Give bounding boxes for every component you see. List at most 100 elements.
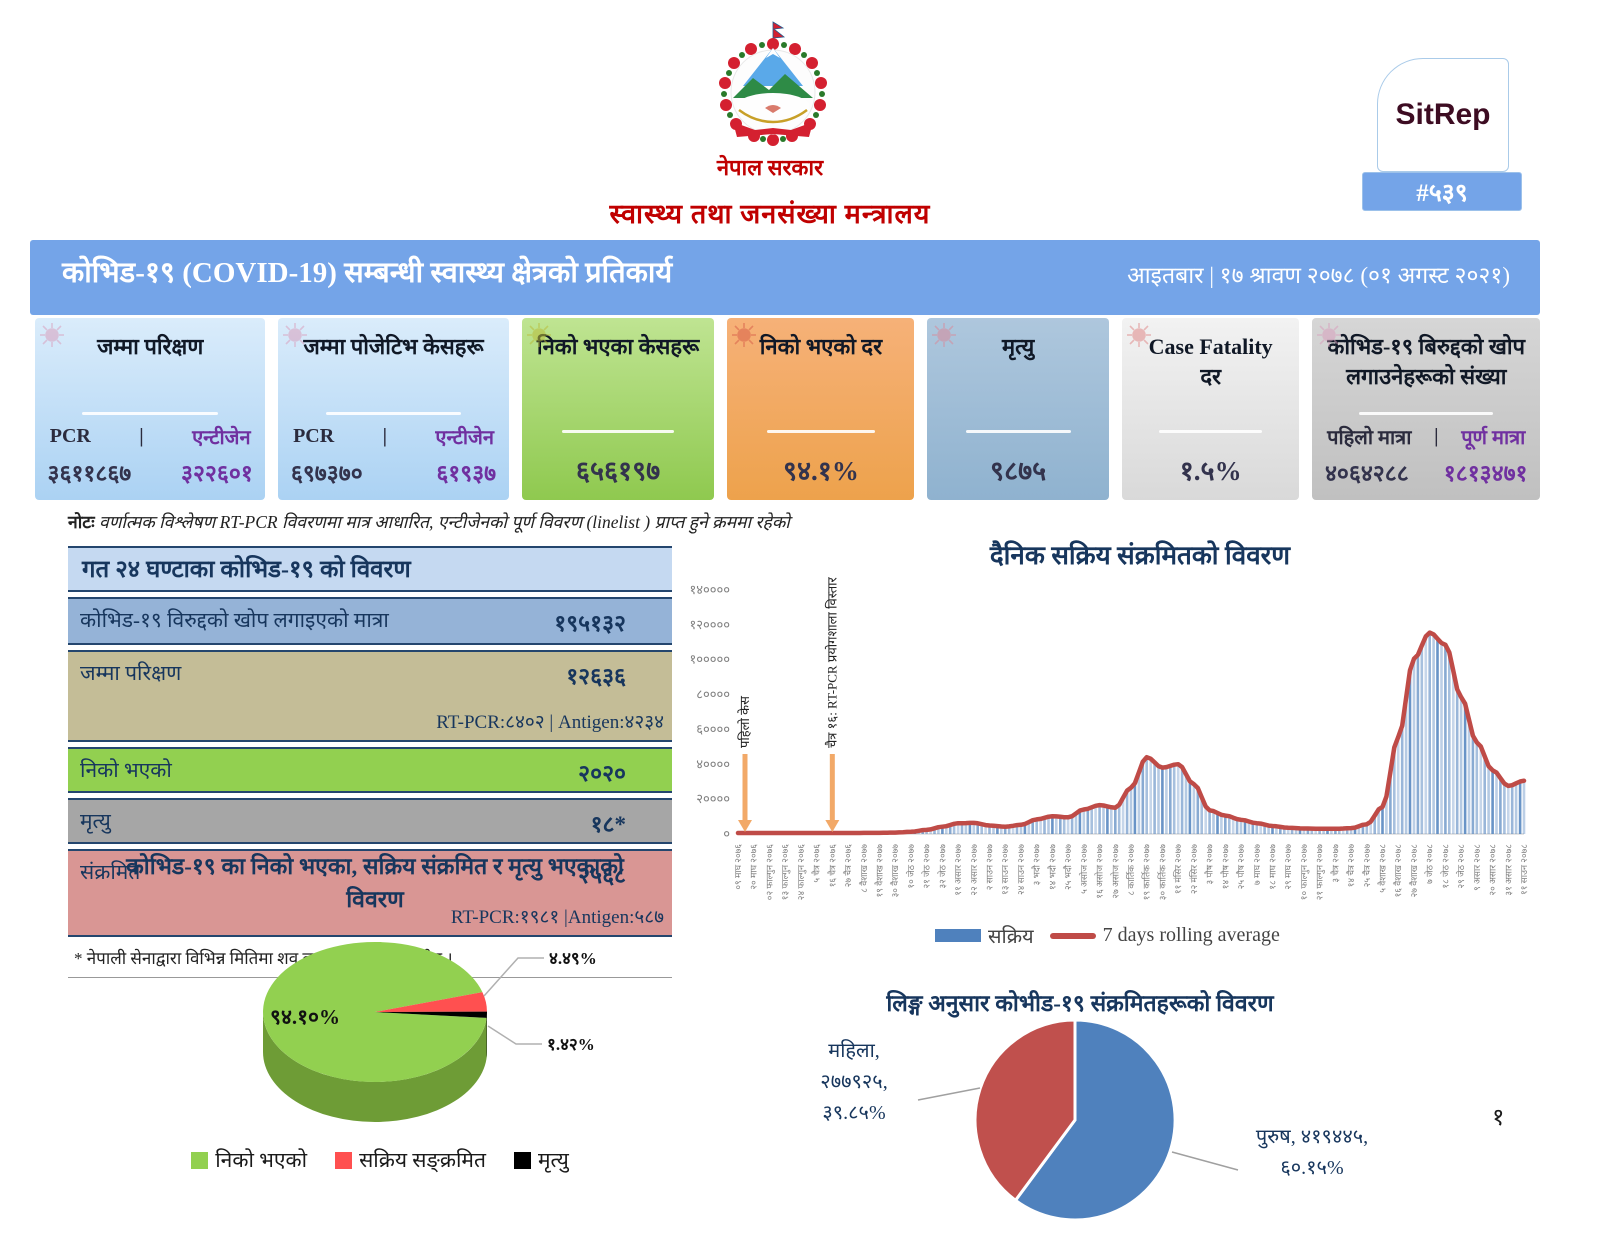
card-value: ९८७५ — [990, 456, 1047, 486]
svg-text:३० कार्तिक २०७७: ३० कार्तिक २०७७ — [1156, 844, 1167, 901]
legend-label: 7 days rolling average — [1102, 924, 1280, 946]
legend-label: सक्रिय सङ्क्रमित — [359, 1148, 486, 1172]
svg-text:१९ वैशाख २०७७: १९ वैशाख २०७७ — [873, 844, 884, 898]
svg-text:१६ चैत्र २०७६: १६ चैत्र २०७६ — [826, 844, 837, 888]
legend-label: मृत्यु — [537, 1148, 569, 1172]
svg-text:०९ माघ २०७६: ०९ माघ २०७६ — [733, 844, 743, 890]
female-label: महिला, — [828, 1040, 880, 1062]
gender-pie-chart — [790, 1016, 1360, 1236]
svg-text:२५ पौष २०७७: २५ पौष २०७७ — [1235, 844, 1246, 890]
virus-icon — [526, 323, 551, 347]
card-sub-separator: | — [1434, 425, 1439, 447]
svg-text:३ चैत्र २०७७: ३ चैत्र २०७७ — [1329, 844, 1340, 883]
note-text: वर्णात्मक विश्लेषण RT-PCR विवरणमा मात्र … — [98, 512, 790, 532]
svg-text:५ असोज २०७७: ५ असोज २०७७ — [1078, 844, 1089, 894]
svg-text:९ असार २०७८: ९ असार २०७८ — [1472, 844, 1482, 891]
daily-active-chart: ० २०००० ४०००० ६०००० ८०००० १००००० १२०००० १४०००० ०… — [688, 576, 1554, 953]
svg-text:१०००००: १००००० — [689, 652, 730, 667]
table-title: गत २४ घण्टाका कोभिड-१९ को विवरण — [68, 546, 672, 592]
status-pie-title: कोभिड-१९ का निको भएका, सक्रिय संक्रमित र… — [126, 854, 624, 913]
svg-text:९४.१०%: ९४.१०% — [270, 1005, 340, 1029]
svg-text:२७ असोज २०७७: २७ असोज २०७७ — [1109, 844, 1120, 899]
row-value: २५६८ — [578, 863, 626, 888]
card-value-right: ३२२६०१ — [181, 461, 253, 486]
card-divider — [562, 430, 675, 433]
card-sub-right: पूर्ण मात्रा — [1461, 427, 1526, 449]
stat-card-deaths: मृत्यु ९८७५ — [927, 318, 1109, 500]
svg-text:८ कार्तिक २०७७: ८ कार्तिक २०७७ — [1125, 844, 1136, 896]
svg-text:६००००: ६०००० — [696, 721, 730, 736]
svg-text:२० माघ २०७६: २० माघ २०७६ — [749, 844, 759, 890]
legend-label: सक्रिय — [988, 926, 1034, 948]
svg-text:२० असार २०७८: २० असार २०७८ — [1488, 844, 1498, 896]
svg-text:११ असार २०७७: ११ असार २०७७ — [953, 844, 963, 896]
report-banner — [30, 240, 1540, 315]
government-label: नेपाल सरकार — [716, 155, 824, 180]
stat-card-total-tests: जम्मा परिक्षण PCR | एन्टीजेन ३६११८६७ ३२२… — [35, 318, 266, 500]
svg-text:२१ फाल्गुन २०७७: २१ फाल्गुन २०७७ — [1315, 844, 1326, 901]
svg-text:चैत्र १६: RT-PCR प्रयोगशाला वि: चैत्र १६: RT-PCR प्रयोगशाला विस्तार — [824, 576, 839, 748]
legend-swatch-bar — [935, 929, 981, 942]
svg-text:३ भदौ २०७७: ३ भदौ २०७७ — [1031, 844, 1042, 886]
legend-swatch-line — [1049, 932, 1096, 939]
svg-text:२२ मंसिर २०७७: २२ मंसिर २०७७ — [1188, 844, 1199, 894]
stat-card-vaccinated: कोभिड-१९ बिरुद्दको खोप लगाउनेहरूको संख्य… — [1312, 318, 1540, 500]
svg-text:३१ असार २०७८: ३१ असार २०७८ — [1503, 844, 1513, 896]
virus-icon — [932, 323, 957, 347]
card-divider — [1159, 430, 1262, 433]
svg-text:२९ जेठ २०७८: २९ जेठ २०७८ — [1455, 844, 1466, 889]
stat-cards-row: जम्मा परिक्षण PCR | एन्टीजेन ३६११८६७ ३२२… — [35, 318, 1540, 500]
svg-text:५ वैशाख २०७८: ५ वैशाख २०७८ — [1377, 844, 1388, 893]
card-values: ६९७३७० ६१९३७ — [291, 456, 496, 488]
svg-text:२४ साउन २०७७: २४ साउन २०७७ — [1016, 844, 1026, 895]
male-label-count: पुरुष, ४१९४४५, — [1255, 1126, 1369, 1148]
card-value: १.५% — [1179, 456, 1242, 486]
svg-text:१४ पौष २०७७: १४ पौष २०७७ — [1219, 844, 1230, 890]
svg-text:४.४९%: ४.४९% — [549, 949, 597, 968]
svg-text:१९ कार्तिक २०७७: १९ कार्तिक २०७७ — [1141, 844, 1152, 901]
legend-swatch-black — [513, 1151, 531, 1169]
daily-chart-title: दैनिक सक्रिय संक्रमितको विवरण — [989, 541, 1291, 570]
sitrep-badge: SitRep — [1377, 58, 1509, 172]
card-sub-left: PCR — [293, 425, 335, 447]
legend-item-rolling-average: 7 days rolling average — [1049, 924, 1280, 947]
card-value-right: १८१३४७१ — [1443, 461, 1528, 486]
card-title: निको भएका केसहरू — [536, 334, 700, 359]
row-value: २०२० — [578, 761, 626, 786]
row-label: जम्मा परिक्षण — [80, 661, 182, 685]
table-row-tests: जम्मा परिक्षण १२६३६ RT-PCR:८४०२ | Antige… — [68, 650, 672, 742]
card-value-left: ३६११८६७ — [47, 461, 132, 486]
card-title: जम्मा परिक्षण — [97, 334, 204, 359]
svg-text:११ साउन २०७८: ११ साउन २०७८ — [1519, 844, 1529, 895]
table-row-vaccine: कोभिड-१९ विरुद्दको खोप लगाइएको मात्रा १९… — [68, 597, 672, 645]
svg-text:०: ० — [723, 826, 730, 841]
legend-item-active: सक्रिय सङ्क्रमित — [335, 1146, 486, 1174]
card-sub-separator: | — [139, 425, 144, 447]
female-callout: महिला, २७७९२५, ३९.८५% — [793, 1036, 915, 1129]
svg-text:२५ चैत्र २०७७: २५ चैत्र २०७७ — [1361, 844, 1372, 888]
stat-card-recovery-rate: निको भएको दर ९४.१% — [727, 318, 915, 500]
svg-text:२१ जेठ २०७७: २१ जेठ २०७७ — [921, 844, 932, 889]
svg-text:२४ फाल्गुन २०७६: २४ फाल्गुन २०७६ — [796, 844, 807, 901]
card-title: मृत्यु — [1001, 334, 1035, 359]
row-value: १८* — [590, 812, 626, 837]
male-percent: ६०.१५% — [1280, 1157, 1344, 1179]
stat-card-case-fatality-rate: Case Fatality दर १.५% — [1121, 318, 1300, 500]
svg-text:१६ असोज २०७७: १६ असोज २०७७ — [1094, 844, 1105, 899]
row-sub: RT-PCR:८४०२ | Antigen:४२३४ — [436, 712, 664, 733]
svg-text:८ वैशाख २०७७: ८ वैशाख २०७७ — [858, 844, 869, 893]
card-sub-left: PCR — [49, 425, 91, 447]
card-divider — [1359, 412, 1494, 415]
svg-text:४००००: ४०००० — [696, 756, 730, 771]
stat-card-total-positive: जम्मा पोजेटिभ केसहरू PCR | एन्टीजेन ६९७३… — [278, 318, 509, 500]
svg-text:२७ चैत्र २०७६: २७ चैत्र २०७६ — [842, 844, 853, 888]
card-values: ३६११८६७ ३२२६०१ — [48, 456, 253, 488]
daily-chart-legend: सक्रिय 7 days rolling average — [935, 922, 1280, 949]
svg-text:३० वैशाख २०७७: ३० वैशाख २०७७ — [889, 844, 900, 898]
card-value-left: ४०६४२८८ — [1324, 461, 1409, 486]
card-divider — [82, 412, 218, 415]
status-pie-chart: ९४.१०% ४.४९% १.४२% — [150, 920, 670, 1160]
virus-icon — [1317, 323, 1342, 347]
svg-text:१० फाल्गुन २०७७: १० फाल्गुन २०७७ — [1299, 844, 1310, 901]
